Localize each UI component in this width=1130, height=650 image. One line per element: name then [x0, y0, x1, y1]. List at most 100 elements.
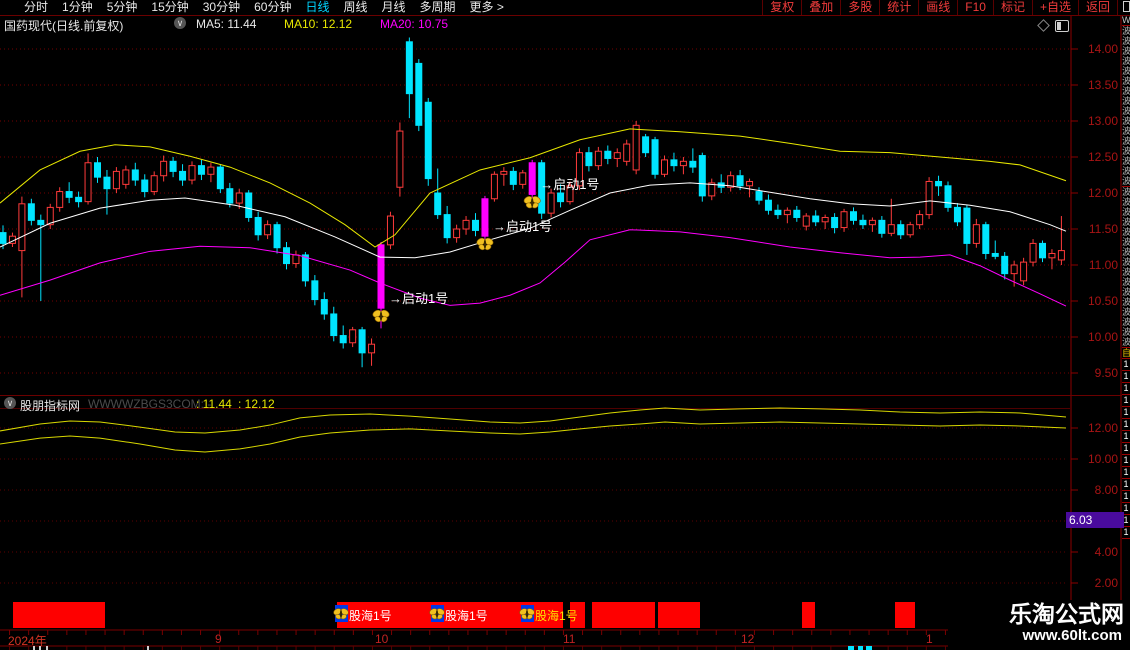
candle — [160, 160, 168, 177]
strip-glyph: 1 — [1122, 395, 1130, 407]
strip-glyph: 波 — [1122, 187, 1130, 197]
band-signal-label: 股海1号 — [349, 609, 392, 623]
sub-tick: 12.00 — [1087, 421, 1118, 435]
indicator-name[interactable]: 股朋指标网 — [20, 399, 81, 413]
drawline-button[interactable]: 画线 — [918, 0, 957, 15]
strip-glyph: 波 — [1122, 307, 1130, 317]
tab-1min[interactable]: 1分钟 — [62, 0, 93, 14]
candle — [746, 180, 754, 187]
f10-button[interactable]: F10 — [957, 0, 993, 15]
tab-30min[interactable]: 30分钟 — [202, 0, 241, 14]
candle — [150, 175, 158, 193]
candle — [292, 254, 300, 265]
strip-glyph: 波 — [1122, 26, 1130, 36]
strip-glyph: W — [1122, 15, 1130, 25]
add-favorite-button[interactable]: +自选 — [1031, 0, 1078, 15]
candle — [802, 215, 810, 227]
candle — [245, 192, 253, 218]
strip-separator — [1122, 186, 1130, 187]
candle — [377, 244, 385, 309]
candle — [500, 170, 508, 175]
candle — [727, 175, 735, 188]
overlay-button[interactable]: 叠加 — [801, 0, 840, 15]
strip-glyph: 波 — [1122, 46, 1130, 56]
tab-60min[interactable]: 60分钟 — [254, 0, 292, 14]
candle — [131, 169, 139, 181]
fuquan-button[interactable]: 复权 — [762, 0, 801, 15]
clipped-row-fragment — [866, 646, 872, 650]
back-button[interactable]: 返回 — [1077, 0, 1118, 15]
sub-tick: 10.00 — [1087, 452, 1118, 466]
candle — [887, 224, 895, 234]
signal-butterfly-icon — [476, 237, 494, 251]
strip-glyph: 1 — [1122, 371, 1130, 383]
indicator-value-1: : 11.44 — [196, 397, 232, 411]
clipped-row-fragment — [33, 646, 35, 650]
indicator-value-2: : 12.12 — [238, 397, 275, 411]
candle — [736, 175, 744, 187]
strip-glyph: 1 — [1122, 455, 1130, 467]
candle — [509, 170, 517, 185]
latest-value-badge: 6.03 — [1066, 512, 1124, 528]
tab-5min[interactable]: 5分钟 — [106, 0, 138, 14]
ma20-value: MA20: 10.75 — [380, 17, 449, 31]
candle — [46, 206, 54, 226]
candle — [651, 139, 659, 175]
candle — [944, 185, 952, 208]
price-tick: 14.00 — [1087, 42, 1118, 56]
price-tick: 13.50 — [1087, 78, 1118, 92]
arrow-icon: → — [492, 219, 506, 235]
info-bar: 国药现代(日线.前复权) ∨ MA5: 11.44 MA10: 12.12 MA… — [0, 16, 1130, 33]
band-signal-label: 股海1号 — [445, 609, 488, 623]
candle — [604, 150, 612, 159]
signal-label: →启动1号 — [540, 174, 599, 192]
signal-label: →启动1号 — [493, 216, 552, 234]
multistock-button[interactable]: 多股 — [840, 0, 879, 15]
chevron-down-icon[interactable]: ∨ — [174, 17, 186, 29]
candle — [1020, 261, 1028, 282]
mark-button[interactable]: 标记 — [992, 0, 1032, 15]
candle — [405, 41, 413, 95]
date-label: 2024年 — [8, 634, 47, 648]
candle — [358, 329, 366, 354]
candle — [925, 180, 933, 216]
tab-15min[interactable]: 15分钟 — [151, 0, 189, 14]
tab-multiperiod[interactable]: 多周期 — [419, 0, 456, 14]
indicator-watermark: WWWWZBGS3COM: - — [88, 397, 212, 411]
panel-layout-icon[interactable] — [1055, 20, 1069, 32]
chevron-down-icon[interactable]: ∨ — [4, 397, 16, 409]
candle — [301, 254, 309, 282]
sub-lower — [0, 421, 1067, 453]
candle — [311, 280, 319, 301]
tab-fenshi[interactable]: 分时 — [24, 0, 49, 14]
candle — [434, 192, 442, 216]
tab-daily[interactable]: 日线 — [305, 0, 330, 14]
strip-glyph: 波 — [1122, 126, 1130, 136]
candle — [188, 165, 196, 181]
candle — [264, 224, 272, 236]
candle — [547, 192, 555, 214]
strip-glyph: 波 — [1122, 287, 1130, 297]
candle — [594, 150, 602, 167]
candle — [698, 155, 706, 197]
strip-glyph: 1 — [1122, 443, 1130, 455]
strip-glyph: 波 — [1122, 227, 1130, 237]
strip-glyph: 波 — [1122, 176, 1130, 186]
stats-button[interactable]: 统计 — [879, 0, 918, 15]
strip-glyph: 波 — [1122, 66, 1130, 76]
candle — [793, 209, 801, 218]
stock-title[interactable]: 国药现代(日线.前复权) — [4, 19, 124, 33]
candle — [0, 232, 7, 244]
strip-glyph: 波 — [1122, 267, 1130, 277]
tab-weekly[interactable]: 周线 — [343, 0, 368, 14]
strip-glyph: 波 — [1122, 146, 1130, 156]
price-tick: 11.00 — [1088, 258, 1118, 272]
date-label: 11 — [563, 632, 576, 646]
tab-monthly[interactable]: 月线 — [381, 0, 406, 14]
clipped-row-fragment — [858, 646, 863, 650]
candle — [396, 130, 404, 188]
tab-more[interactable]: 更多 > — [469, 0, 504, 14]
signal-block — [13, 602, 105, 628]
